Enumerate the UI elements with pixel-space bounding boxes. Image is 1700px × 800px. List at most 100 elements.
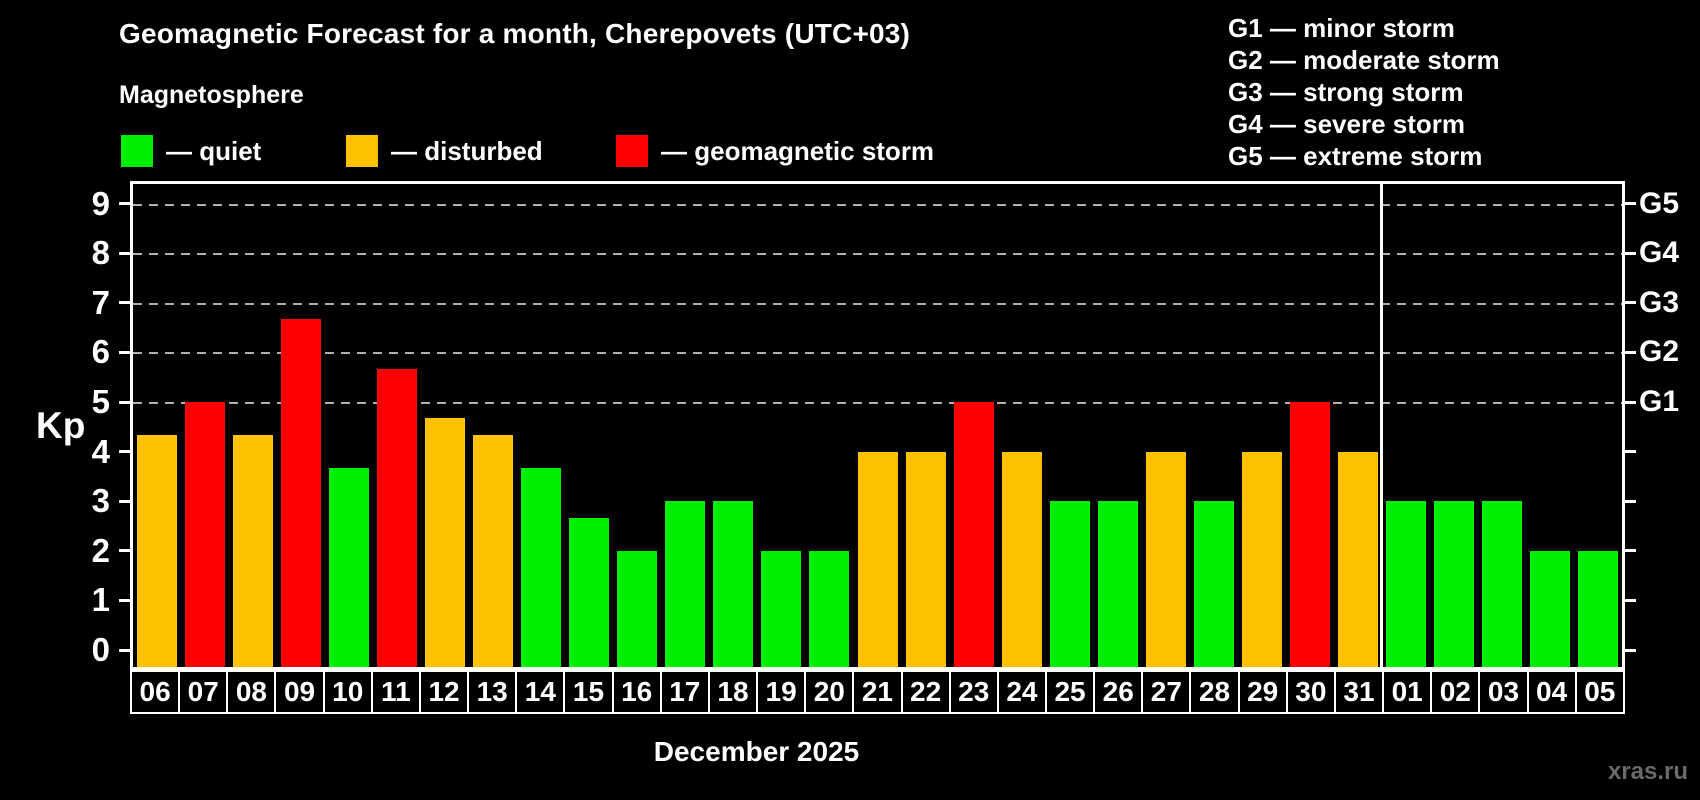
y-tick-label-1: 1	[91, 581, 110, 619]
right-tick-8	[1625, 251, 1636, 255]
bar-day-01	[1385, 501, 1426, 667]
bar-day-23	[953, 402, 994, 667]
gridline-kp-7	[133, 302, 1622, 305]
bar-day-19	[761, 550, 802, 667]
left-tick-1	[119, 598, 130, 602]
day-label-30: 30	[1288, 672, 1336, 712]
chart-subtitle: Magnetosphere	[119, 81, 304, 109]
bar-day-04	[1529, 550, 1570, 667]
day-label-16: 16	[614, 672, 662, 712]
bar-day-24	[1001, 451, 1042, 667]
g-scale-legend: G1 — minor storm G2 — moderate storm G3 — …	[1228, 12, 1500, 172]
plot-frame	[130, 181, 1625, 670]
bar-day-30	[1289, 402, 1330, 667]
day-label-23: 23	[951, 672, 999, 712]
bar-day-08	[233, 435, 274, 667]
right-tick-2	[1625, 549, 1636, 553]
y-tick-label-5: 5	[91, 383, 110, 420]
right-tick-4	[1625, 450, 1636, 454]
bar-day-25	[1049, 501, 1090, 667]
bar-day-18	[713, 501, 754, 667]
y-axis-title: Kp	[36, 405, 86, 446]
legend-label-storm: — geomagnetic storm	[661, 135, 935, 166]
gridline-kp-5	[133, 402, 1622, 404]
right-tick-6	[1625, 350, 1636, 354]
disturbed-color-swatch	[346, 135, 378, 167]
day-label-28: 28	[1191, 672, 1240, 712]
day-label-13: 13	[469, 672, 518, 712]
left-tick-2	[119, 549, 130, 553]
day-label-02: 02	[1432, 672, 1481, 712]
bar-day-26	[1097, 501, 1138, 667]
day-label-07: 07	[180, 672, 229, 712]
right-tick-7	[1625, 301, 1636, 305]
y-tick-label-6: 6	[91, 333, 110, 371]
y-tick-label-4: 4	[91, 432, 110, 470]
y-tick-label-0: 0	[91, 631, 110, 668]
legend-item-quiet: — quiet	[121, 134, 261, 168]
day-label-18: 18	[710, 672, 759, 712]
day-label-31: 31	[1336, 672, 1385, 712]
day-label-27: 27	[1143, 672, 1192, 712]
gridline-kp-8	[133, 253, 1622, 256]
day-label-22: 22	[903, 672, 951, 712]
day-label-10: 10	[325, 672, 373, 712]
day-label-08: 08	[228, 672, 277, 712]
left-tick-8	[119, 251, 130, 255]
left-tick-5	[119, 400, 130, 404]
bar-day-20	[809, 550, 850, 667]
watermark: xras.ru	[1607, 758, 1688, 785]
left-tick-6	[119, 350, 130, 354]
g-legend-line-5: G5 — extreme storm	[1228, 141, 1483, 171]
bar-day-21	[857, 451, 898, 667]
right-tick-9	[1625, 202, 1636, 206]
bar-day-14	[521, 467, 562, 667]
g-legend-line-2: G2 — moderate storm	[1228, 45, 1500, 75]
day-label-15: 15	[565, 672, 614, 712]
left-tick-7	[119, 301, 130, 305]
day-label-29: 29	[1240, 672, 1288, 712]
gridline-kp-9	[133, 203, 1622, 206]
left-tick-9	[119, 202, 130, 206]
bar-day-06	[137, 435, 178, 667]
day-label-19: 19	[758, 672, 807, 712]
legend-item-storm: — geomagnetic storm	[616, 134, 934, 168]
bar-day-28	[1193, 501, 1234, 667]
day-label-17: 17	[662, 672, 710, 712]
left-tick-0	[119, 648, 130, 652]
day-label-21: 21	[854, 672, 903, 712]
legend-label-quiet: — quiet	[166, 135, 262, 166]
day-label-12: 12	[421, 672, 470, 712]
x-axis-day-labels: 06 07 08 09 10 11 12 13 14 15 16 17 18 19 20 21 22 23 24 25…	[130, 670, 1625, 714]
legend-item-disturbed: — disturbed	[346, 134, 543, 168]
day-label-14: 14	[517, 672, 566, 712]
day-label-09: 09	[276, 672, 325, 712]
x-axis-title: December 2025	[653, 736, 860, 767]
bar-day-10	[329, 467, 370, 667]
chart-title: Geomagnetic Forecast for a month, Cherep…	[119, 18, 911, 49]
bar-day-03	[1481, 501, 1522, 667]
left-tick-4	[119, 450, 130, 454]
day-label-24: 24	[999, 672, 1047, 712]
right-tick-1	[1625, 598, 1636, 602]
bar-day-09	[281, 319, 322, 667]
bar-day-07	[185, 402, 226, 667]
bar-day-29	[1241, 451, 1282, 667]
right-tick-3	[1625, 499, 1636, 503]
g-axis-label-G5: G5	[1639, 186, 1680, 220]
g-axis-label-G1: G1	[1639, 385, 1680, 418]
day-label-20: 20	[806, 672, 855, 712]
bar-day-22	[905, 451, 946, 667]
day-label-25: 25	[1047, 672, 1096, 712]
day-label-06: 06	[132, 672, 181, 712]
y-tick-label-7: 7	[91, 283, 110, 321]
bar-day-31	[1337, 451, 1378, 667]
day-label-04: 04	[1529, 672, 1577, 712]
y-tick-label-2: 2	[91, 531, 110, 569]
quiet-color-swatch	[121, 135, 153, 167]
bar-day-16	[617, 550, 658, 667]
day-label-05: 05	[1584, 676, 1616, 707]
g-axis-label-G3: G3	[1639, 285, 1680, 319]
g-axis-label-G2: G2	[1639, 335, 1680, 369]
bar-day-17	[665, 501, 706, 667]
